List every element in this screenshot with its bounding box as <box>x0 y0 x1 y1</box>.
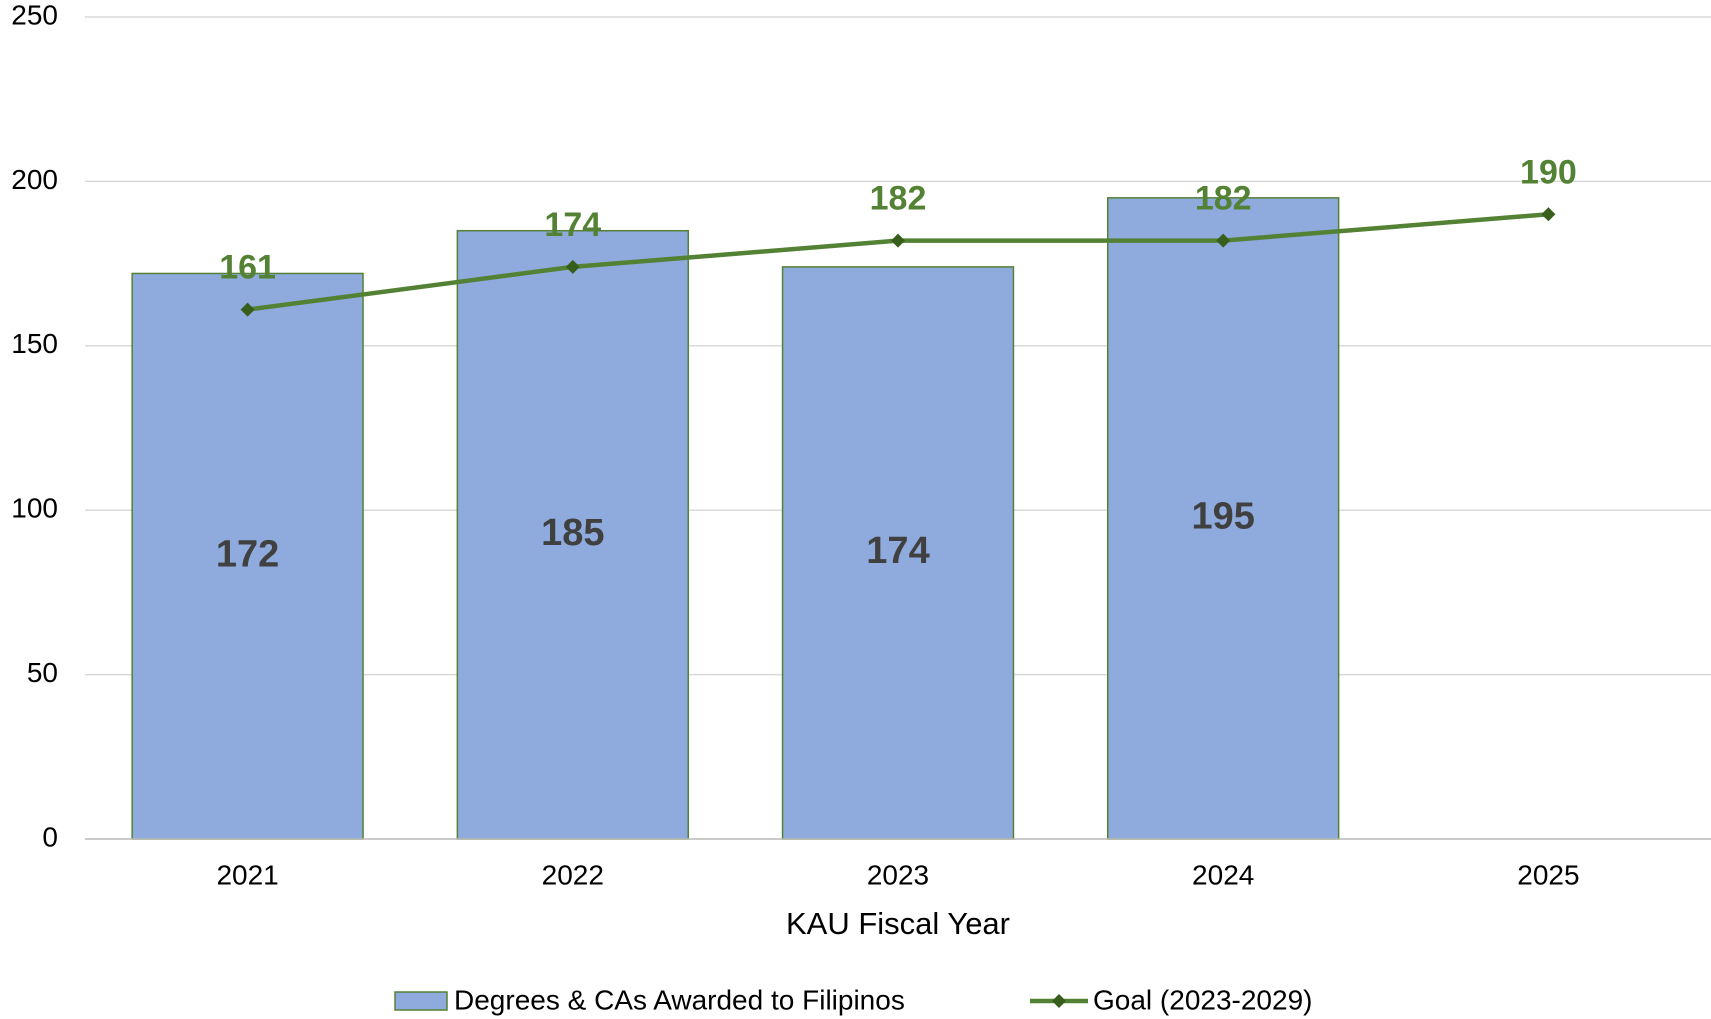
bar-value-label: 195 <box>1191 495 1254 537</box>
legend-label: Degrees & CAs Awarded to Filipinos <box>454 984 905 1015</box>
line-value-label: 182 <box>1195 180 1252 218</box>
legend-label: Goal (2023-2029) <box>1093 984 1312 1015</box>
y-tick-label: 200 <box>11 164 58 195</box>
line-value-label: 161 <box>219 249 276 287</box>
line-marker <box>1216 233 1231 248</box>
y-tick-label: 100 <box>11 493 58 524</box>
line-marker <box>240 302 255 317</box>
line-marker <box>891 233 905 248</box>
line-value-label: 174 <box>544 206 601 244</box>
bar-value-label: 185 <box>541 512 604 554</box>
bar <box>781 266 1015 840</box>
line-marker <box>565 259 580 274</box>
line-marker <box>1541 207 1556 222</box>
x-tick-label: 2022 <box>542 859 604 890</box>
y-tick-label: 250 <box>11 0 58 30</box>
legend-swatch <box>394 991 448 1011</box>
x-tick-label: 2024 <box>1192 859 1254 890</box>
y-tick-label: 50 <box>27 657 58 688</box>
bar-value-label: 174 <box>866 530 929 572</box>
bar-value-label: 172 <box>216 533 279 575</box>
x-tick-label: 2021 <box>216 859 278 890</box>
x-tick-label: 2025 <box>1517 859 1579 890</box>
legend-marker <box>1052 994 1066 1008</box>
line-value-label: 190 <box>1520 153 1577 191</box>
bar <box>1107 197 1340 840</box>
x-axis-label: KAU Fiscal Year <box>786 906 1010 941</box>
y-tick-label: 150 <box>11 328 58 359</box>
x-tick-label: 2023 <box>867 859 929 890</box>
bar <box>456 229 689 840</box>
y-tick-label: 0 <box>42 821 58 852</box>
line-value-label: 182 <box>870 180 927 218</box>
bar <box>131 272 364 840</box>
